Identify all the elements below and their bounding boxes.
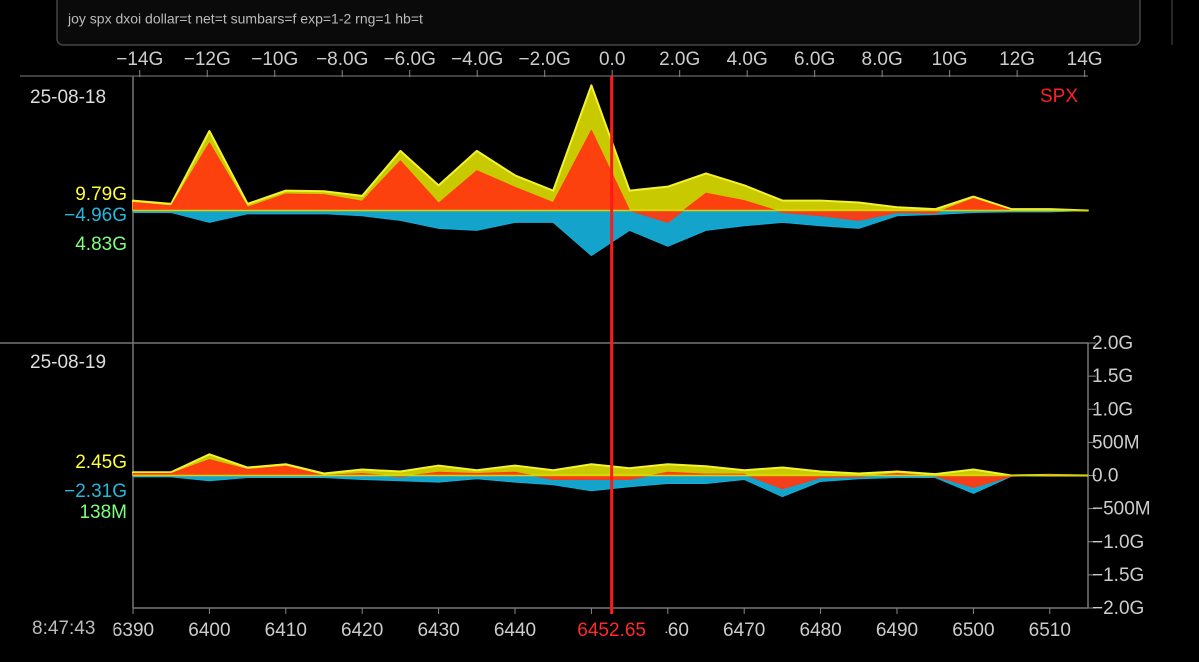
total-label: 9.79G <box>75 184 127 205</box>
command-box[interactable] <box>56 0 1141 46</box>
top-tick-label: 4.0G <box>727 49 768 70</box>
panel-date: 25-08-18 <box>30 87 106 108</box>
top-tick-label: −2.0G <box>519 49 571 70</box>
total-label: 2.45G <box>75 452 127 473</box>
total-label: −2.31G <box>64 481 127 502</box>
x-tick-label: 6480 <box>799 620 841 641</box>
command-text[interactable]: joy spx dxoi dollar=t net=t sumbars=f ex… <box>67 11 423 27</box>
x-tick-label: 6470 <box>723 620 765 641</box>
y-tick-label: 1.5G <box>1092 366 1133 387</box>
top-tick-label: −12G <box>184 49 231 70</box>
top-tick-label: −10G <box>251 49 298 70</box>
y-tick-label: 2.0G <box>1092 333 1133 354</box>
y-tick-label: −1.0G <box>1092 532 1144 553</box>
symbol: SPX <box>1040 86 1078 107</box>
top-tick-label: −6.0G <box>384 49 436 70</box>
spot-label-bg <box>557 614 666 648</box>
x-tick-label: 6400 <box>188 620 230 641</box>
x-tick-label: 6510 <box>1029 620 1071 641</box>
y-tick-label: 1.0G <box>1092 399 1133 420</box>
total-label: 4.83G <box>75 234 127 255</box>
total-label: −4.96G <box>64 205 127 226</box>
x-tick-label: 6420 <box>341 620 383 641</box>
top-tick-label: −4.0G <box>451 49 503 70</box>
top-tick-label: 12G <box>999 49 1035 70</box>
time-label: 8:47:43 <box>32 618 95 639</box>
top-tick-label: 2.0G <box>659 49 700 70</box>
x-tick-label: 6490 <box>876 620 918 641</box>
x-tick-label: 6440 <box>494 620 536 641</box>
x-tick-label: 6410 <box>265 620 307 641</box>
x-tick-label: 6390 <box>112 620 154 641</box>
y-tick-label: −1.5G <box>1092 565 1144 586</box>
y-tick-label: −500M <box>1092 499 1151 520</box>
y-tick-label: 0.0 <box>1092 466 1118 487</box>
y-tick-label: −2.0G <box>1092 598 1144 619</box>
panel-date: 25-08-19 <box>30 352 106 373</box>
top-tick-label: 6.0G <box>794 49 835 70</box>
top-tick-label: 10G <box>932 49 968 70</box>
x-tick-label: 6500 <box>952 620 994 641</box>
top-tick-label: 8.0G <box>862 49 903 70</box>
top-tick-label: −14G <box>116 49 163 70</box>
top-tick-label: 14G <box>1067 49 1103 70</box>
top-tick-label: 0.0 <box>599 49 625 70</box>
spot-label: 6452.65 <box>577 620 646 641</box>
x-tick-label: 6430 <box>417 620 459 641</box>
total-label: 138M <box>79 502 127 523</box>
top-tick-label: −8.0G <box>316 49 368 70</box>
y-tick-label: 500M <box>1092 432 1140 453</box>
time-bg <box>28 614 114 644</box>
